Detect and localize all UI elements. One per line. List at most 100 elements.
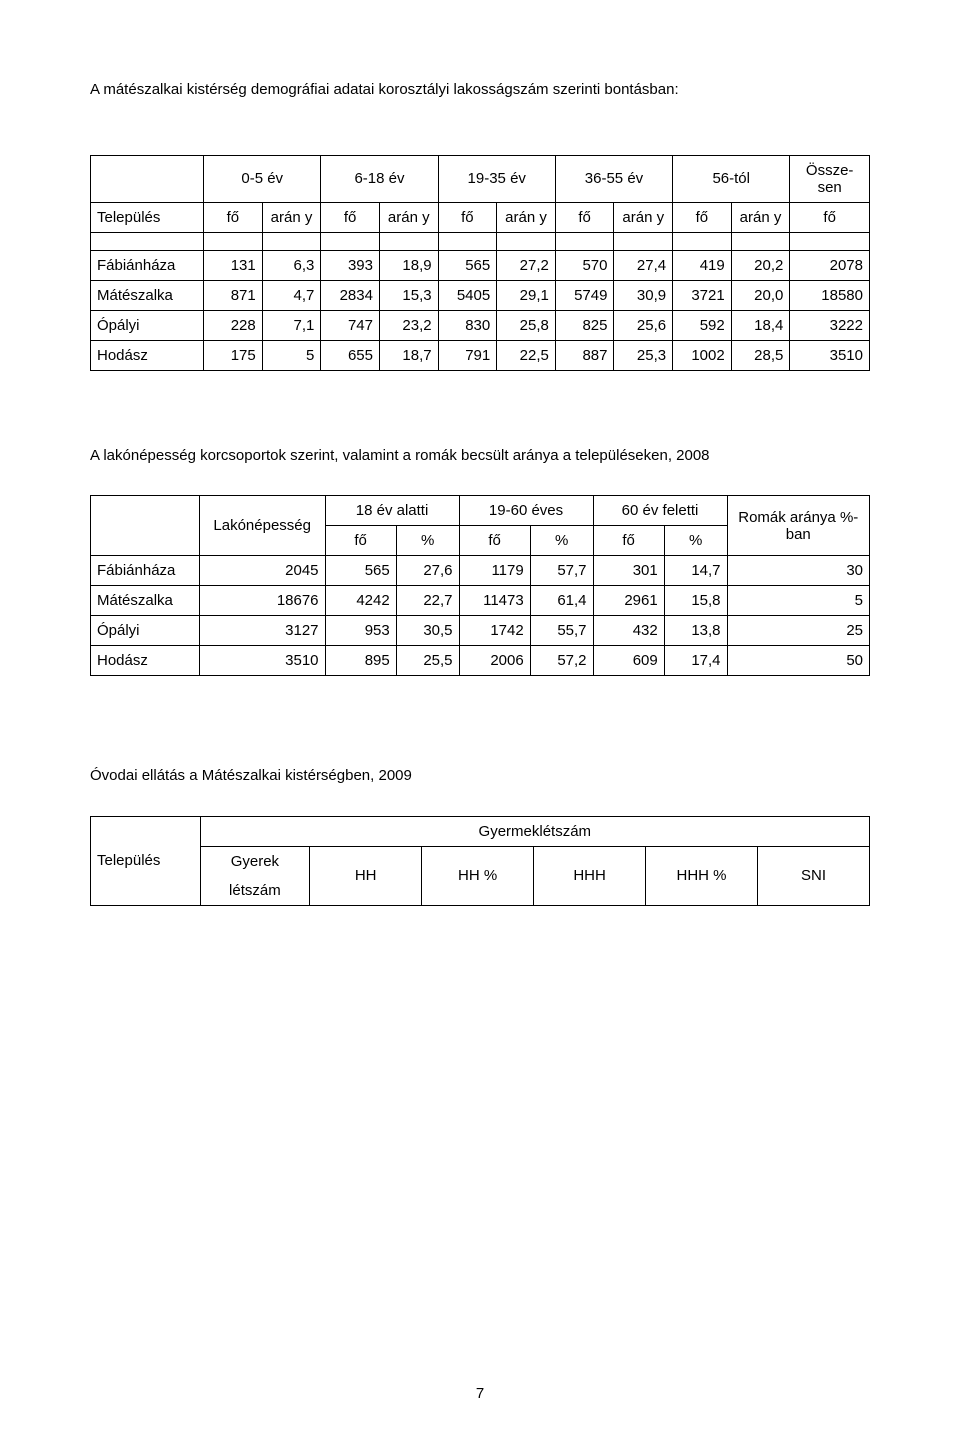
cell: 30 <box>727 556 869 586</box>
header-19-60: 19-60 éves <box>459 496 593 526</box>
cell: 14,7 <box>664 556 727 586</box>
cell: 791 <box>438 340 497 370</box>
cell: Hodász <box>91 340 204 370</box>
cell: 2961 <box>593 586 664 616</box>
cell: 57,2 <box>530 646 593 676</box>
cell: 747 <box>321 310 380 340</box>
cell: 25,6 <box>614 310 673 340</box>
page-number: 7 <box>0 1385 960 1402</box>
cell: 432 <box>593 616 664 646</box>
cell: 50 <box>727 646 869 676</box>
th: fő <box>438 202 497 232</box>
table-population-roma: Lakónépesség 18 év alatti 19-60 éves 60 … <box>90 495 870 676</box>
cell: 5 <box>262 340 321 370</box>
cell: 25,5 <box>396 646 459 676</box>
th: arán y <box>614 202 673 232</box>
cell: 565 <box>438 250 497 280</box>
table-ovodai: Település Gyermeklétszám Gyerek HH HH % … <box>90 816 870 906</box>
cell: 2834 <box>321 280 380 310</box>
cell: Ópályi <box>91 616 200 646</box>
cell: Mátészalka <box>91 586 200 616</box>
table-row: Ópályi 228 7,1 747 23,2 830 25,8 825 25,… <box>91 310 870 340</box>
cell: 2006 <box>459 646 530 676</box>
th: arán y <box>731 202 790 232</box>
cell: 18676 <box>199 586 325 616</box>
cell: 419 <box>673 250 732 280</box>
cell: 830 <box>438 310 497 340</box>
cell: 13,8 <box>664 616 727 646</box>
table-row: Lakónépesség 18 év alatti 19-60 éves 60 … <box>91 496 870 526</box>
th: fő <box>555 202 614 232</box>
cell: 175 <box>204 340 263 370</box>
header-0-5: 0-5 év <box>204 155 321 202</box>
cell: 18580 <box>790 280 870 310</box>
cell: 1742 <box>459 616 530 646</box>
subtitle3: Óvodai ellátás a Mátészalkai kistérségbe… <box>90 766 870 786</box>
cell: 55,7 <box>530 616 593 646</box>
table-row: Mátészalka 871 4,7 2834 15,3 5405 29,1 5… <box>91 280 870 310</box>
cell: 609 <box>593 646 664 676</box>
cell: 30,9 <box>614 280 673 310</box>
th: arán y <box>379 202 438 232</box>
cell: 825 <box>555 310 614 340</box>
th: fő <box>325 526 396 556</box>
cell: 570 <box>555 250 614 280</box>
cell: 2078 <box>790 250 870 280</box>
cell: 29,1 <box>497 280 556 310</box>
cell: 25,8 <box>497 310 556 340</box>
cell: 27,2 <box>497 250 556 280</box>
cell: 655 <box>321 340 380 370</box>
cell: 30,5 <box>396 616 459 646</box>
header-gyerek: Gyerek <box>200 846 310 876</box>
cell: Mátészalka <box>91 280 204 310</box>
cell: 25 <box>727 616 869 646</box>
cell: 20,2 <box>731 250 790 280</box>
th: % <box>396 526 459 556</box>
header-telepules: Település <box>91 202 204 232</box>
cell: 301 <box>593 556 664 586</box>
table-row <box>91 232 870 250</box>
cell: 871 <box>204 280 263 310</box>
cell: 18,7 <box>379 340 438 370</box>
table-row: Település fő arán y fő arán y fő arán y … <box>91 202 870 232</box>
cell: Fábiánháza <box>91 556 200 586</box>
header-blank <box>91 155 204 202</box>
header-19-35: 19-35 év <box>438 155 555 202</box>
cell: 5749 <box>555 280 614 310</box>
table-row: 0-5 év 6-18 év 19-35 év 36-55 év 56-tól … <box>91 155 870 202</box>
header-telepules: Település <box>91 816 201 905</box>
cell: 4,7 <box>262 280 321 310</box>
header-hh: HH <box>310 846 422 905</box>
cell: Hodász <box>91 646 200 676</box>
th: fő <box>459 526 530 556</box>
header-sni: SNI <box>758 846 870 905</box>
cell: Ópályi <box>91 310 204 340</box>
cell: 1002 <box>673 340 732 370</box>
table-row: Fábiánháza 131 6,3 393 18,9 565 27,2 570… <box>91 250 870 280</box>
subtitle2: A lakónépesség korcsoportok szerint, val… <box>90 446 870 466</box>
table-row: Mátészalka 18676 4242 22,7 11473 61,4 29… <box>91 586 870 616</box>
cell: 953 <box>325 616 396 646</box>
cell: 23,2 <box>379 310 438 340</box>
cell: 5405 <box>438 280 497 310</box>
th: arán y <box>262 202 321 232</box>
cell: 131 <box>204 250 263 280</box>
cell: 61,4 <box>530 586 593 616</box>
table-row: Gyerek HH HH % HHH HHH % SNI <box>91 846 870 876</box>
cell: 15,8 <box>664 586 727 616</box>
cell: 28,5 <box>731 340 790 370</box>
header-lak: Lakónépesség <box>199 496 325 556</box>
header-6-18: 6-18 év <box>321 155 438 202</box>
cell: 57,7 <box>530 556 593 586</box>
cell: 17,4 <box>664 646 727 676</box>
cell: 3510 <box>790 340 870 370</box>
cell: 393 <box>321 250 380 280</box>
header-60felett: 60 év feletti <box>593 496 727 526</box>
header-hhhpc: HHH % <box>646 846 758 905</box>
th: arán y <box>497 202 556 232</box>
cell: 3510 <box>199 646 325 676</box>
header-total: Össze- sen <box>790 155 870 202</box>
table-row: Ópályi 3127 953 30,5 1742 55,7 432 13,8 … <box>91 616 870 646</box>
cell: 228 <box>204 310 263 340</box>
cell: 565 <box>325 556 396 586</box>
